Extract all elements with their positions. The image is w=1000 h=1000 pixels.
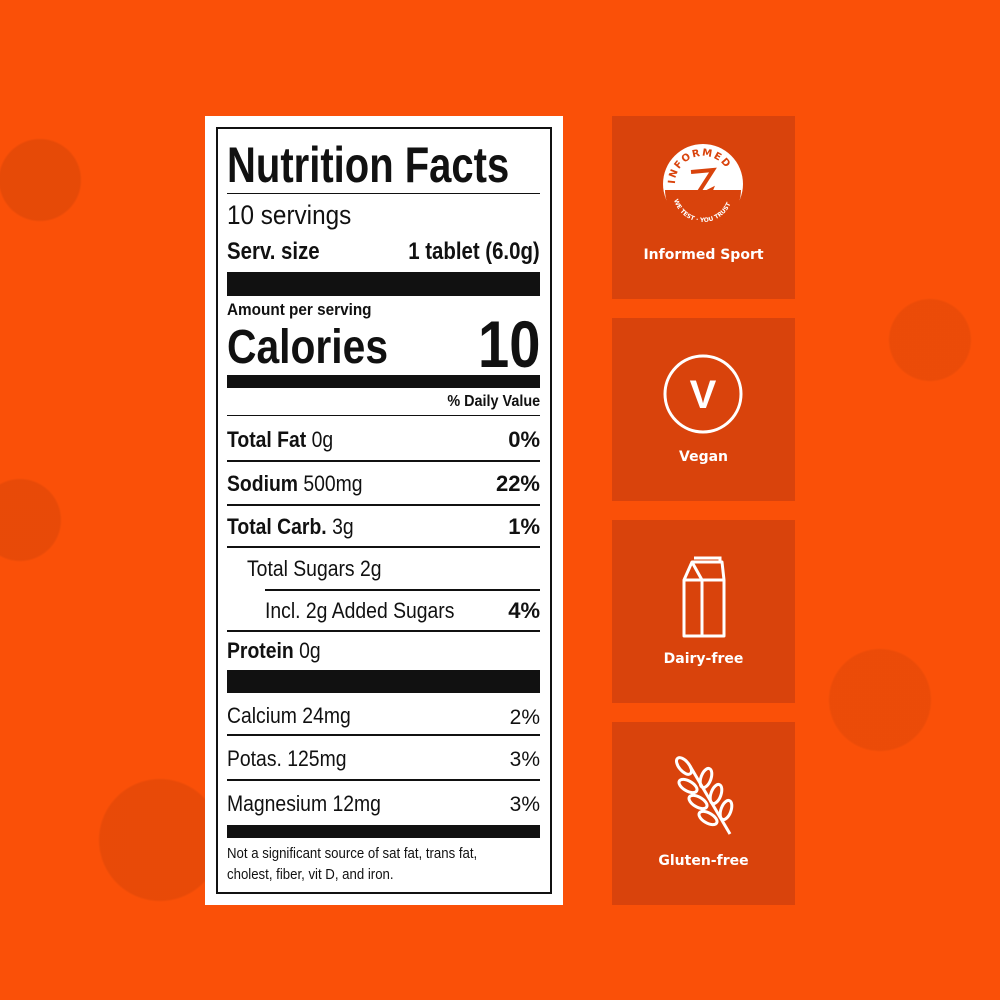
- nutrient-sodium: Sodium 500mg: [227, 471, 363, 496]
- badge-label: Vegan: [679, 449, 728, 465]
- amount-per-serving: Amount per serving: [227, 300, 372, 319]
- footnote: Not a significant source of sat fat, tra…: [227, 845, 478, 883]
- badge-label: Gluten-free: [658, 853, 749, 869]
- sodium-dv: 22%: [495, 471, 540, 496]
- calories-value: 10: [477, 307, 540, 381]
- nutrient-added-sugars: Incl. 2g Added Sugars: [265, 598, 455, 623]
- badge-label: Informed Sport: [643, 247, 764, 263]
- label-border: [216, 127, 552, 894]
- badge-label: Dairy-free: [663, 651, 744, 667]
- badge-vegan: V Vegan: [612, 318, 795, 501]
- milk-carton-icon: [682, 556, 726, 638]
- magnesium-dv: 3%: [509, 793, 540, 816]
- serving-size-value: 1 tablet (6.0g): [408, 238, 540, 265]
- nutrient-total-fat: Total Fat 0g: [227, 427, 334, 452]
- mineral-magnesium: Magnesium 12mg: [227, 791, 381, 816]
- label-title: Nutrition Facts: [227, 137, 510, 193]
- calcium-dv: 2%: [509, 706, 540, 729]
- nutrition-facts-label: Nutrition Facts 10 servings Serv. size 1…: [205, 116, 563, 905]
- nutrient-total-sugars: Total Sugars 2g: [247, 556, 382, 581]
- informed-sport-seal-icon: INFORMED WE TEST · YOU TRUST: [663, 144, 743, 226]
- added-sugars-dv: 4%: [508, 598, 540, 623]
- badge-gluten-free: Gluten-free: [612, 722, 795, 905]
- servings: 10 servings: [227, 200, 352, 230]
- total-fat-dv: 0%: [508, 427, 540, 452]
- mineral-calcium: Calcium 24mg: [227, 703, 351, 728]
- badge-informed-sport: INFORMED WE TEST · YOU TRUST Informed Sp…: [612, 116, 795, 299]
- wheat-icon: [675, 756, 734, 835]
- svg-text:V: V: [690, 373, 717, 417]
- nutrient-protein: Protein 0g: [227, 638, 321, 663]
- potassium-dv: 3%: [509, 748, 540, 771]
- calories-label: Calories: [227, 321, 389, 374]
- vegan-v-icon: V: [663, 354, 743, 434]
- mineral-potassium: Potas. 125mg: [227, 746, 347, 771]
- total-carb-dv: 1%: [508, 514, 540, 539]
- daily-value-header: % Daily Value: [447, 393, 540, 410]
- badge-dairy-free: Dairy-free: [612, 520, 795, 703]
- serving-size-label: Serv. size: [227, 238, 320, 265]
- nutrient-total-carb: Total Carb. 3g: [227, 514, 354, 539]
